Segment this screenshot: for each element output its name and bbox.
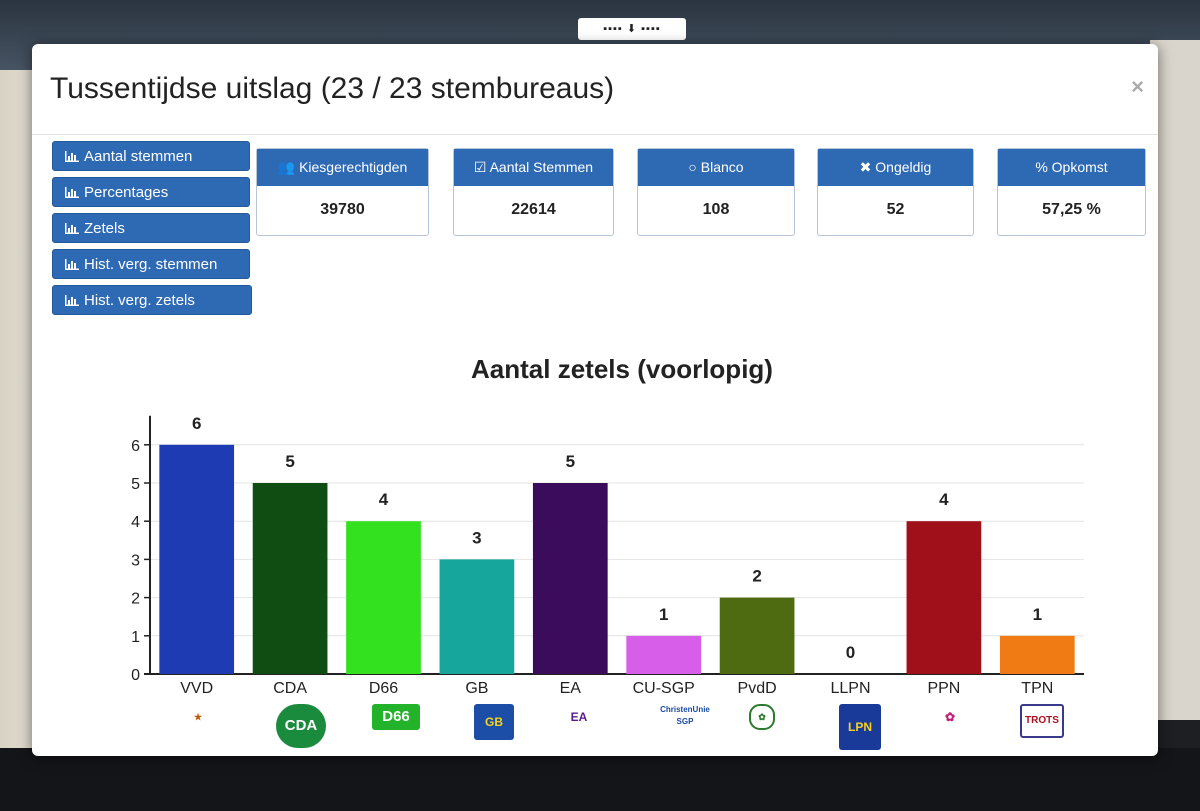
stat-header: % Opkomst bbox=[998, 149, 1145, 186]
x-tick-label: CU-SGP bbox=[633, 680, 695, 697]
x-tick-label: LLPN bbox=[830, 680, 870, 697]
bar-cu-sgp bbox=[626, 635, 702, 674]
data-label: 5 bbox=[285, 452, 294, 471]
button-label: Aantal stemmen bbox=[84, 148, 193, 165]
monitor-bezel bbox=[0, 748, 1200, 811]
button-hist-verg-zetels[interactable]: Hist. verg. zetels bbox=[52, 285, 252, 315]
bar-pvdd bbox=[719, 597, 795, 674]
button-percentages[interactable]: Percentages bbox=[52, 177, 250, 207]
modal-header: Tussentijdse uitslag (23 / 23 stembureau… bbox=[32, 44, 1158, 135]
bar-ea bbox=[532, 483, 608, 674]
stat-label: Ongeldig bbox=[875, 159, 932, 175]
x-tick-label: PPN bbox=[927, 680, 960, 697]
results-modal: Tussentijdse uitslag (23 / 23 stembureau… bbox=[32, 44, 1158, 756]
y-tick-label: 6 bbox=[131, 438, 140, 455]
data-label: 1 bbox=[1033, 605, 1042, 624]
stat-label: Aantal Stemmen bbox=[489, 159, 594, 175]
seats-bar-chart: 0 1 2 3 4 5 6 6 VVD 5 CDA 4 D66 3 GB 5 EA 1 CU-SGP 2 PvdD 0 LL… bbox=[131, 414, 1084, 697]
x-tick-label: CDA bbox=[273, 680, 307, 697]
button-aantal-stemmen[interactable]: Aantal stemmen bbox=[52, 141, 250, 171]
circle-icon: ○ bbox=[688, 159, 697, 175]
bar-ppn bbox=[906, 521, 982, 674]
stat-label: Opkomst bbox=[1051, 159, 1108, 175]
percent-icon: % bbox=[1035, 159, 1048, 175]
modal-title: Tussentijdse uitslag (23 / 23 stembureau… bbox=[50, 72, 615, 105]
cross-icon: ✖ bbox=[859, 159, 872, 175]
llpn-logo: LPN bbox=[839, 704, 881, 750]
x-tick-label: VVD bbox=[180, 680, 213, 697]
x-tick-label: GB bbox=[465, 680, 488, 697]
x-tick-label: D66 bbox=[369, 680, 398, 697]
stat-header: 👥 Kiesgerechtigden bbox=[257, 149, 428, 186]
stat-value: 39780 bbox=[320, 201, 365, 218]
view-buttons: Aantal stemmen Percentages Zetels Hist. … bbox=[52, 141, 254, 321]
y-tick-label: 0 bbox=[131, 667, 140, 684]
tpn-logo: TROTS bbox=[1020, 704, 1064, 738]
data-label: 6 bbox=[192, 414, 201, 433]
data-label: 4 bbox=[939, 490, 949, 509]
stat-value: 57,25 % bbox=[1042, 201, 1101, 218]
bar-gb bbox=[439, 559, 515, 674]
bar-d66 bbox=[346, 521, 421, 674]
data-label: 5 bbox=[566, 452, 575, 471]
bar-chart-icon bbox=[65, 151, 79, 162]
gb-logo: GB bbox=[474, 704, 514, 740]
button-label: Percentages bbox=[84, 184, 169, 201]
stat-value: 52 bbox=[886, 201, 905, 218]
stat-kiesgerechtigden: 👥 Kiesgerechtigden 39780 bbox=[256, 148, 429, 236]
button-zetels[interactable]: Zetels bbox=[52, 213, 250, 243]
stat-blanco: ○ Blanco 108 bbox=[637, 148, 795, 236]
bar-chart-icon bbox=[65, 259, 79, 270]
background-map-right bbox=[1150, 40, 1200, 720]
screen-handle[interactable]: ▪▪▪▪ ⬇ ▪▪▪▪ bbox=[578, 18, 686, 40]
cu-sgp-logo: ChristenUnie SGP bbox=[654, 704, 716, 728]
stat-header: ✖ Ongeldig bbox=[818, 149, 973, 186]
vvd-logo: ★ bbox=[170, 704, 226, 730]
stat-opkomst: % Opkomst 57,25 % bbox=[997, 148, 1146, 236]
data-label: 4 bbox=[379, 490, 389, 509]
ppn-logo: ✿ bbox=[930, 704, 970, 730]
y-tick-label: 2 bbox=[131, 591, 140, 608]
button-label: Hist. verg. zetels bbox=[84, 292, 195, 309]
y-tick-label: 5 bbox=[131, 476, 140, 493]
bar-chart-icon bbox=[65, 295, 79, 306]
ea-logo: EA bbox=[568, 704, 590, 730]
checkbox-icon: ☑ bbox=[473, 159, 487, 175]
data-label: 3 bbox=[472, 528, 481, 547]
cda-logo: CDA bbox=[276, 704, 326, 748]
button-label: Zetels bbox=[84, 220, 125, 237]
data-label: 1 bbox=[659, 605, 668, 624]
bar-tpn bbox=[999, 635, 1075, 674]
stat-value: 108 bbox=[702, 201, 730, 218]
stat-aantal-stemmen: ☑ Aantal Stemmen 22614 bbox=[453, 148, 614, 236]
stat-label: Kiesgerechtigden bbox=[299, 159, 408, 175]
bar-cda bbox=[252, 483, 328, 674]
stat-value: 22614 bbox=[511, 201, 556, 218]
close-button[interactable]: × bbox=[1131, 74, 1144, 99]
x-tick-label: EA bbox=[560, 680, 582, 697]
users-icon: 👥 bbox=[277, 159, 296, 175]
bar-chart-icon bbox=[65, 223, 79, 234]
data-label: 2 bbox=[752, 567, 761, 586]
button-label: Hist. verg. stemmen bbox=[84, 256, 218, 273]
x-tick-label: PvdD bbox=[738, 680, 777, 697]
stat-header: ☑ Aantal Stemmen bbox=[454, 149, 613, 186]
bar-vvd bbox=[159, 444, 235, 674]
stat-header: ○ Blanco bbox=[638, 149, 794, 186]
x-tick-label: TPN bbox=[1021, 680, 1053, 697]
pvdd-logo: ✿ bbox=[749, 704, 775, 730]
button-hist-verg-stemmen[interactable]: Hist. verg. stemmen bbox=[52, 249, 250, 279]
bar-chart-icon bbox=[65, 187, 79, 198]
data-label: 0 bbox=[846, 643, 855, 662]
stat-label: Blanco bbox=[700, 159, 744, 175]
stat-ongeldig: ✖ Ongeldig 52 bbox=[817, 148, 974, 236]
y-tick-label: 3 bbox=[131, 552, 140, 569]
d66-logo: D66 bbox=[372, 704, 420, 730]
chart-title: Aantal zetels (voorlopig) bbox=[471, 354, 773, 384]
y-tick-label: 1 bbox=[131, 629, 140, 646]
y-tick-label: 4 bbox=[131, 514, 140, 531]
